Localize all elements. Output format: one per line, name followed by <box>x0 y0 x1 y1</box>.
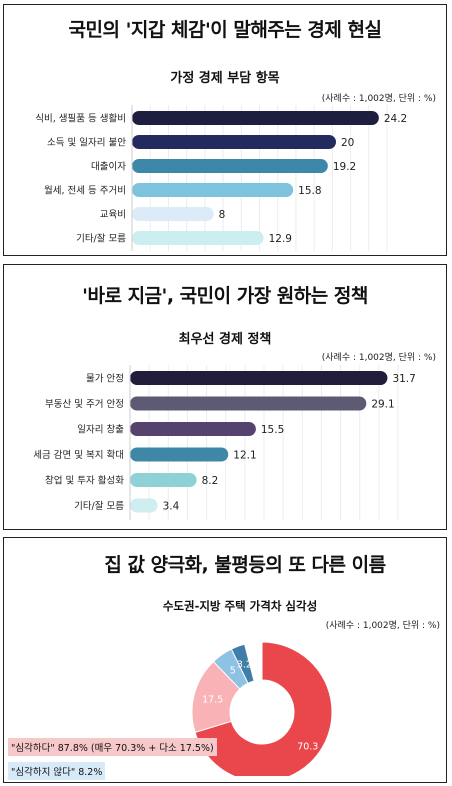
chart-housing-gap-donut: 70.3 17.5 53.2 <box>191 641 333 776</box>
panel2-subtitle: 최우선 경제 정책 <box>178 332 272 347</box>
panel3-subtitle: 수도권-지방 주택 가격차 심각성 <box>162 599 318 613</box>
legend-not-serious: "심각하지 않다" 8.2% <box>8 762 106 780</box>
donut-slice <box>230 643 255 684</box>
burden-value-label: 24.2 <box>384 113 407 125</box>
policy-category-label: 부동산 및 주거 안정 <box>45 398 124 410</box>
donut-value-label: 17.5 <box>202 695 223 706</box>
panel-priority-policy: '바로 지금', 국민이 가장 원하는 정책 최우선 경제 정책 (사례수 : … <box>3 264 447 530</box>
policy-value-label: 31.7 <box>392 373 415 385</box>
panel2-unit: (사례수 : 1,002명, 단위 : %) <box>321 353 436 363</box>
panel2-title: '바로 지금', 국민이 가장 원하는 정책 <box>82 285 368 307</box>
policy-value-label: 12.1 <box>233 450 256 462</box>
chart-priority-policy: 물가 안정 31.7 부동산 및 주거 안정 29.1 일자리 창출 15.5 세금 감면 … <box>33 365 416 520</box>
burden-category-label: 식비, 생필품 등 생활비 <box>35 113 126 125</box>
burden-value-label: 20 <box>341 137 354 149</box>
donut-value-label: 3.2 <box>237 660 252 671</box>
burden-category-label: 교육비 <box>100 210 126 221</box>
burden-bar <box>132 231 264 245</box>
policy-bar <box>130 473 197 487</box>
legend-serious: "심각하다" 87.8% (매우 70.3% + 다소 17.5%) <box>8 738 217 756</box>
policy-category-label: 물가 안정 <box>86 374 124 385</box>
burden-value-label: 15.8 <box>298 185 321 197</box>
burden-value-label: 19.2 <box>333 161 356 173</box>
burden-bar <box>132 207 214 221</box>
policy-value-label: 3.4 <box>163 501 180 513</box>
policy-category-label: 기타/잘 모름 <box>74 500 124 512</box>
chart-household-burden: 식비, 생필품 등 생활비 24.2 소득 및 일자리 불안 20 대출이자 19.2 월세… <box>35 105 407 251</box>
burden-category-label: 월세, 전세 등 주거비 <box>44 185 126 197</box>
burden-value-label: 8 <box>219 209 226 221</box>
policy-category-label: 창업 및 투자 활성화 <box>45 475 124 487</box>
policy-bar <box>130 371 388 385</box>
burden-value-label: 12.9 <box>269 233 292 245</box>
burden-bar <box>132 183 294 197</box>
burden-category-label: 소득 및 일자리 불안 <box>47 137 126 149</box>
panel1-subtitle: 가정 경제 부담 항목 <box>170 71 280 86</box>
policy-bar <box>130 422 256 436</box>
panel-household-burden: 국민의 '지갑 체감'이 말해주는 경제 현실 가정 경제 부담 항목 (사례수… <box>3 4 447 256</box>
burden-bar <box>132 111 379 125</box>
panel-housing-gap: 집 값 양극화, 불평등의 또 다른 이름 수도권-지방 주택 가격차 심각성 … <box>3 537 447 783</box>
policy-value-label: 29.1 <box>371 399 394 411</box>
burden-category-label: 기타/잘 모름 <box>76 233 126 245</box>
burden-bar <box>132 159 328 173</box>
policy-category-label: 세금 감면 및 복지 확대 <box>33 449 124 461</box>
panel1-title: 국민의 '지갑 체감'이 말해주는 경제 현실 <box>68 19 382 41</box>
donut-slice <box>194 641 333 776</box>
panel3-title: 집 값 양극화, 불평등의 또 다른 이름 <box>104 554 386 576</box>
donut-value-label: 70.3 <box>297 741 318 752</box>
policy-bar <box>130 447 229 462</box>
policy-value-label: 8.2 <box>202 475 219 487</box>
policy-bar <box>130 396 367 411</box>
panel3-unit: (사례수 : 1,002명, 단위 : %) <box>325 621 440 631</box>
policy-value-label: 15.5 <box>261 424 284 436</box>
burden-category-label: 대출이자 <box>91 162 126 173</box>
donut-value-label: 5 <box>230 666 236 677</box>
policy-bar <box>130 498 158 513</box>
burden-bar <box>132 135 336 149</box>
policy-category-label: 일자리 창출 <box>77 425 124 436</box>
panel1-unit: (사례수 : 1,002명, 단위 : %) <box>321 94 436 104</box>
